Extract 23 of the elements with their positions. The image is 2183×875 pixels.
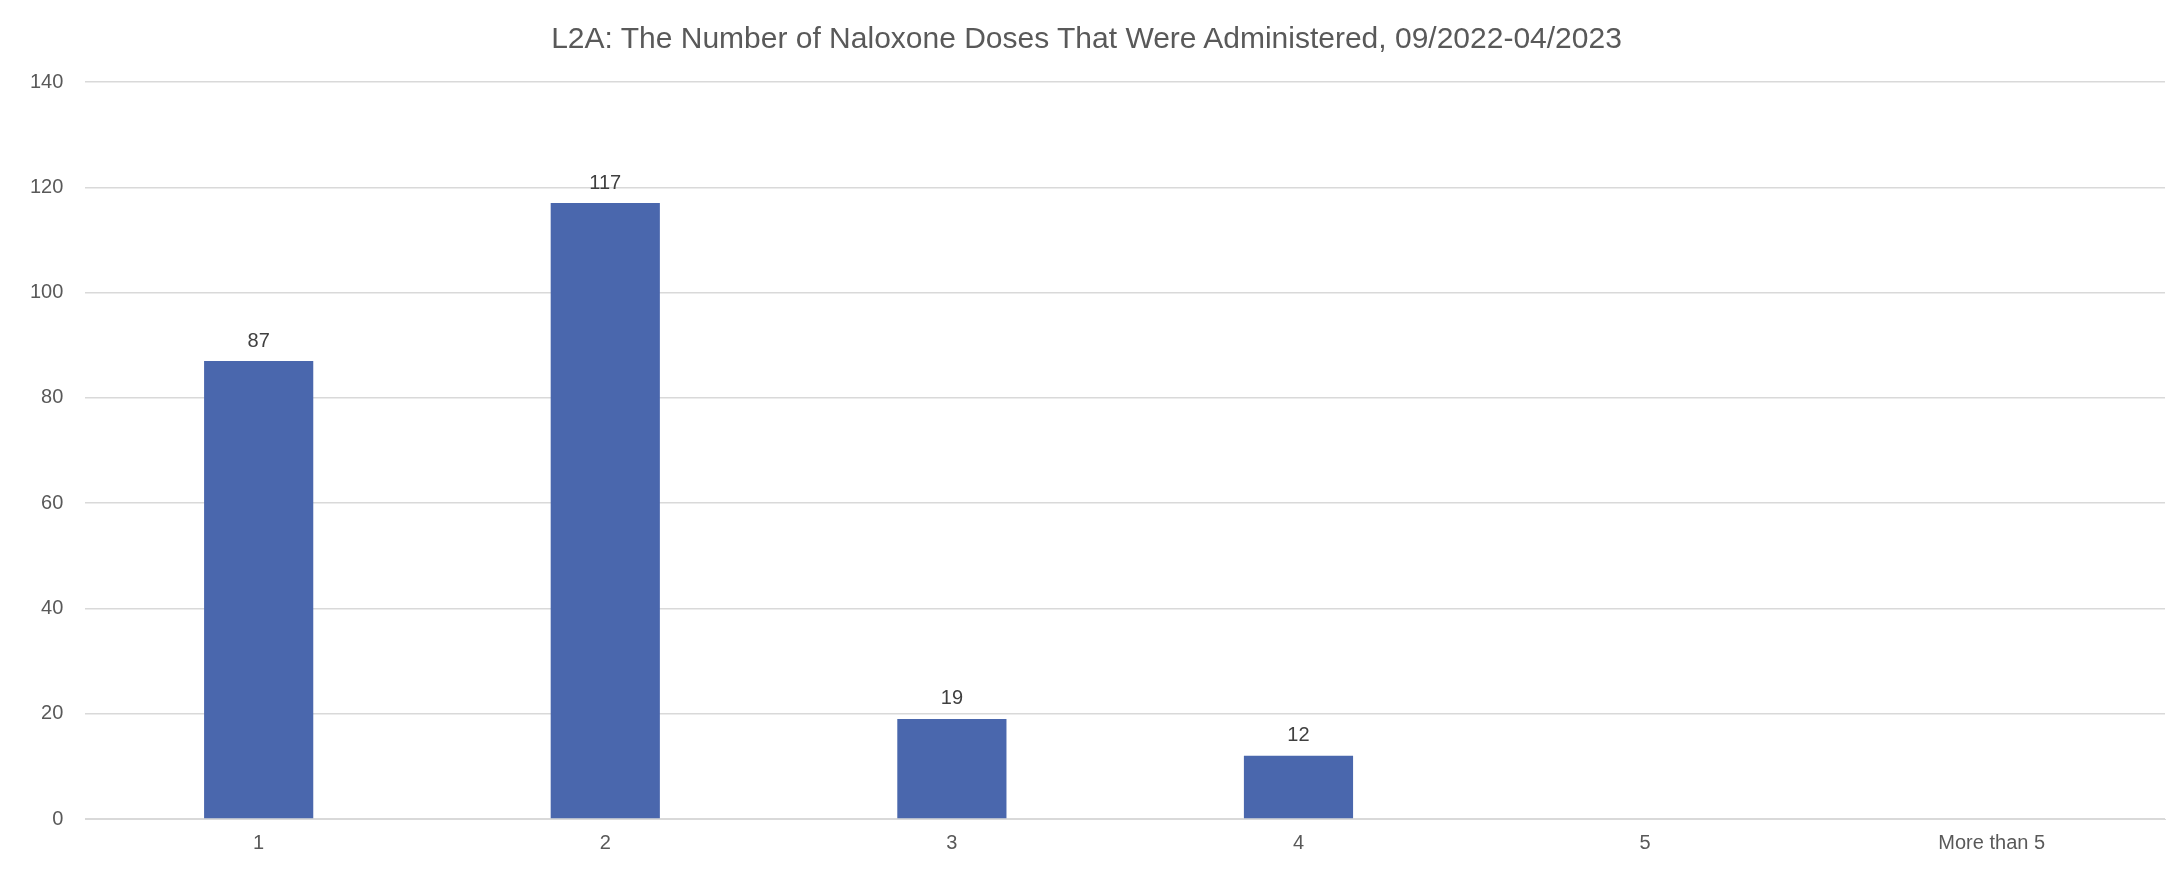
x-tick-label: 2 <box>599 830 611 853</box>
bar <box>550 203 660 819</box>
y-tick-label: 60 <box>41 490 64 513</box>
data-label: 117 <box>589 170 622 193</box>
y-tick-label: 100 <box>29 280 64 303</box>
y-tick-label: 0 <box>52 806 64 829</box>
x-tick-label: 1 <box>253 830 265 853</box>
x-tick-label: 3 <box>946 830 958 853</box>
x-tick-label: More than 5 <box>1938 830 2046 853</box>
chart-title: L2A: The Number of Naloxone Doses That Were Administered, 09/2022-04/2023 <box>551 21 1622 55</box>
x-tick-label: 5 <box>1639 830 1651 853</box>
bar <box>204 361 314 819</box>
bar <box>897 718 1007 819</box>
data-label: 12 <box>1287 723 1310 746</box>
y-tick-label: 120 <box>29 174 64 197</box>
y-tick-label: 80 <box>41 385 64 408</box>
y-tick-label: 140 <box>29 69 64 92</box>
y-tick-label: 40 <box>41 595 64 618</box>
data-label: 19 <box>940 686 964 709</box>
y-tick-label: 20 <box>41 701 64 724</box>
x-tick-label: 4 <box>1292 830 1305 853</box>
data-label: 87 <box>247 328 270 351</box>
bar <box>1243 755 1354 819</box>
